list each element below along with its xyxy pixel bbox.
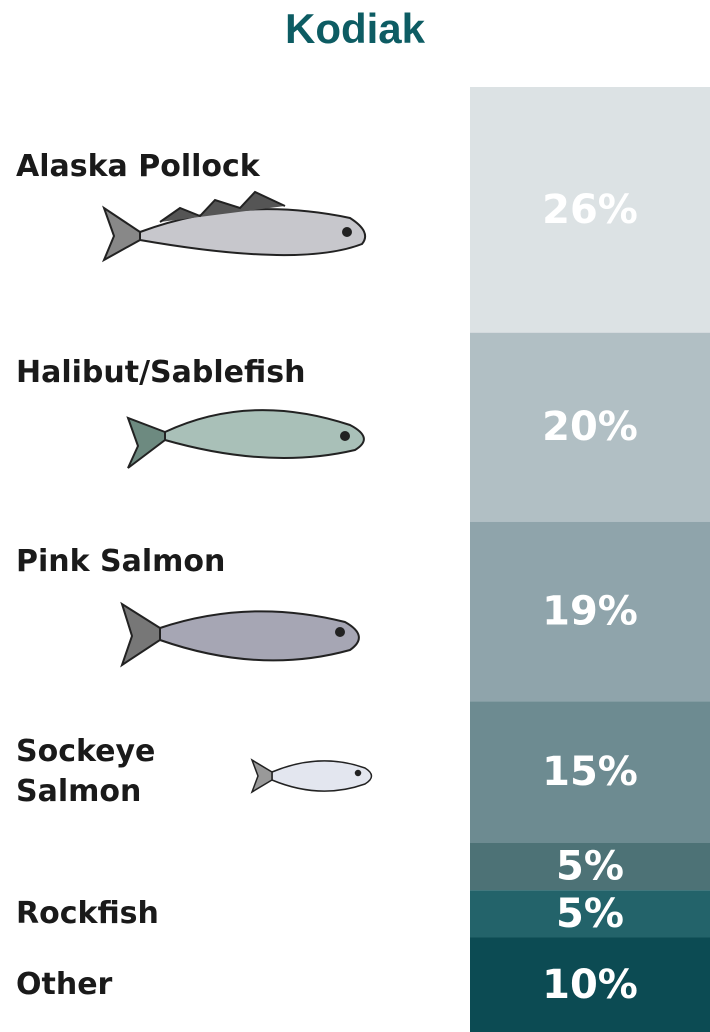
category-label: Sockeye Salmon — [16, 732, 166, 812]
value-label: 15% — [542, 749, 638, 795]
value-label: 26% — [542, 187, 638, 233]
fish-halibut — [128, 410, 364, 468]
fish-pollock — [104, 192, 365, 260]
category-label: Rockfish — [16, 894, 159, 934]
category-label: Other — [16, 965, 112, 1005]
page: Kodiak 26%20%19%15%5%5%10% (() => { cons… — [0, 0, 710, 1032]
value-label: 5% — [556, 891, 624, 937]
category-label: Pink Salmon — [16, 542, 225, 582]
category-label: Halibut/Sablefish — [16, 353, 305, 393]
value-label: 5% — [556, 844, 624, 890]
fish-sockeye — [252, 760, 372, 792]
value-label: 20% — [542, 404, 638, 450]
category-label: Alaska Pollock — [16, 147, 260, 187]
value-label: 10% — [542, 962, 638, 1008]
chart-title: Kodiak — [285, 5, 426, 52]
fish-pink-salmon — [122, 604, 359, 665]
value-label: 19% — [542, 588, 638, 634]
